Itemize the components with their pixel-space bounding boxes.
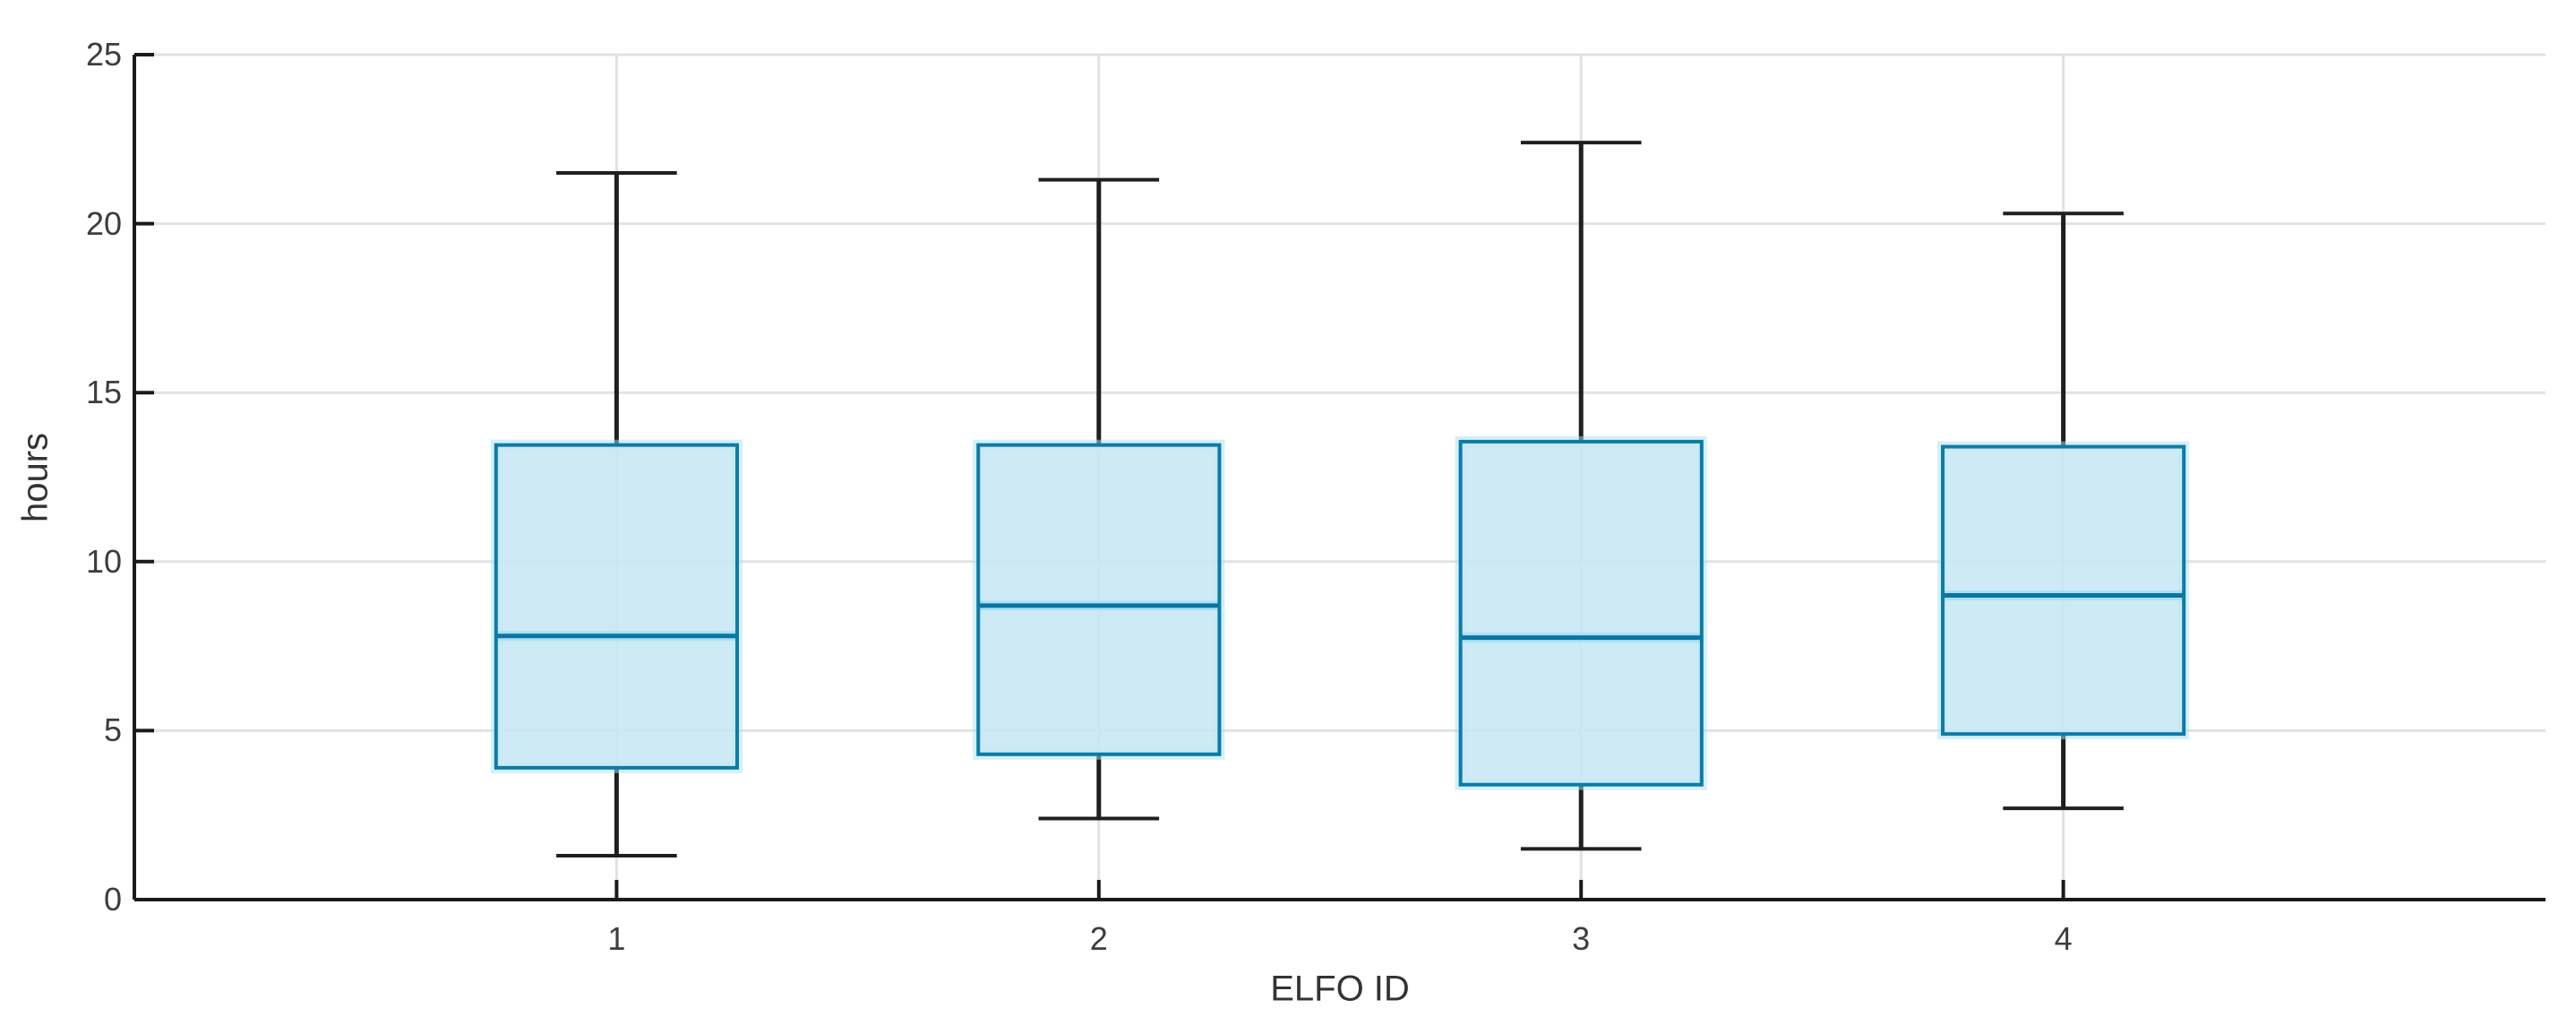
box-outline bbox=[494, 443, 739, 770]
x-tick-label: 3 bbox=[1572, 920, 1591, 957]
x-tick-label: 1 bbox=[607, 920, 626, 957]
box-outline bbox=[1941, 444, 2186, 737]
y-tick-label: 20 bbox=[85, 204, 122, 242]
x-tick-label: 2 bbox=[1089, 920, 1108, 957]
y-tick-label: 15 bbox=[85, 374, 122, 411]
y-tick-label: 25 bbox=[85, 36, 122, 73]
box-outline bbox=[1458, 439, 1704, 787]
y-tick-label: 10 bbox=[85, 542, 122, 580]
plot-area bbox=[133, 53, 2546, 901]
y-tick-label: 5 bbox=[103, 711, 122, 749]
y-axis-title: hours bbox=[15, 432, 56, 523]
x-axis-title: ELFO ID bbox=[1270, 969, 1410, 1009]
y-tick-label: 0 bbox=[103, 881, 122, 918]
box-iqr-rect bbox=[495, 444, 737, 768]
box-outline bbox=[976, 443, 1222, 756]
box-iqr-rect bbox=[978, 444, 1220, 754]
box-iqr-rect bbox=[1460, 441, 1702, 785]
x-tick-label: 4 bbox=[2054, 920, 2073, 957]
box-iqr-rect bbox=[1943, 446, 2185, 735]
